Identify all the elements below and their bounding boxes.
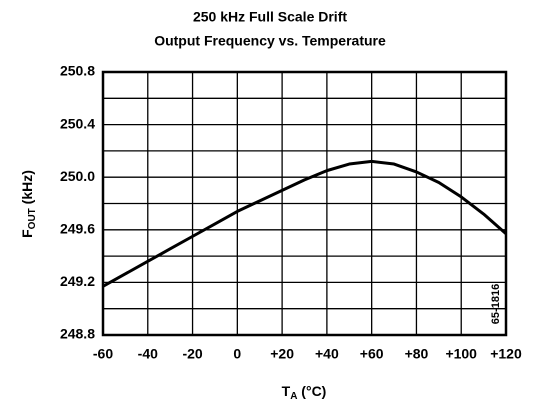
x-label-sub: A [290, 391, 297, 402]
plot-frame [101, 70, 508, 337]
x-tick-label: -40 [138, 346, 158, 362]
y-tick-label: 249.6 [60, 221, 95, 237]
x-tick-label: +120 [490, 346, 522, 362]
annotation: 65-1816 [490, 284, 502, 324]
y-axis-label: FOUT (kHz) [19, 170, 38, 238]
x-tick-label: +40 [315, 346, 339, 362]
chart-title: 250 kHz Full Scale Drift [193, 9, 347, 25]
y-tick-label: 250.8 [60, 63, 95, 79]
x-tick-label: 0 [233, 346, 241, 362]
x-tick-label: -20 [182, 346, 202, 362]
x-axis-label: TA (°C) [282, 383, 327, 402]
y-label-sub: OUT [27, 208, 38, 229]
x-tick-label: +60 [360, 346, 384, 362]
x-label-rest: (°C) [297, 383, 326, 399]
chart-subtitle: Output Frequency vs. Temperature [154, 33, 386, 49]
y-tick-label: 248.8 [60, 326, 95, 342]
y-label-rest: (kHz) [19, 170, 35, 208]
y-label-main: F [19, 229, 35, 238]
x-label-main: T [282, 383, 291, 399]
x-tick-label: +80 [405, 346, 429, 362]
x-tick-label: +100 [445, 346, 477, 362]
y-tick-label: 250.4 [60, 115, 95, 131]
y-tick-label: 249.2 [60, 273, 95, 289]
y-tick-label: 250.0 [60, 168, 95, 184]
data-line [102, 159, 507, 288]
x-tick-label: -60 [93, 346, 113, 362]
x-tick-label: +20 [270, 346, 294, 362]
